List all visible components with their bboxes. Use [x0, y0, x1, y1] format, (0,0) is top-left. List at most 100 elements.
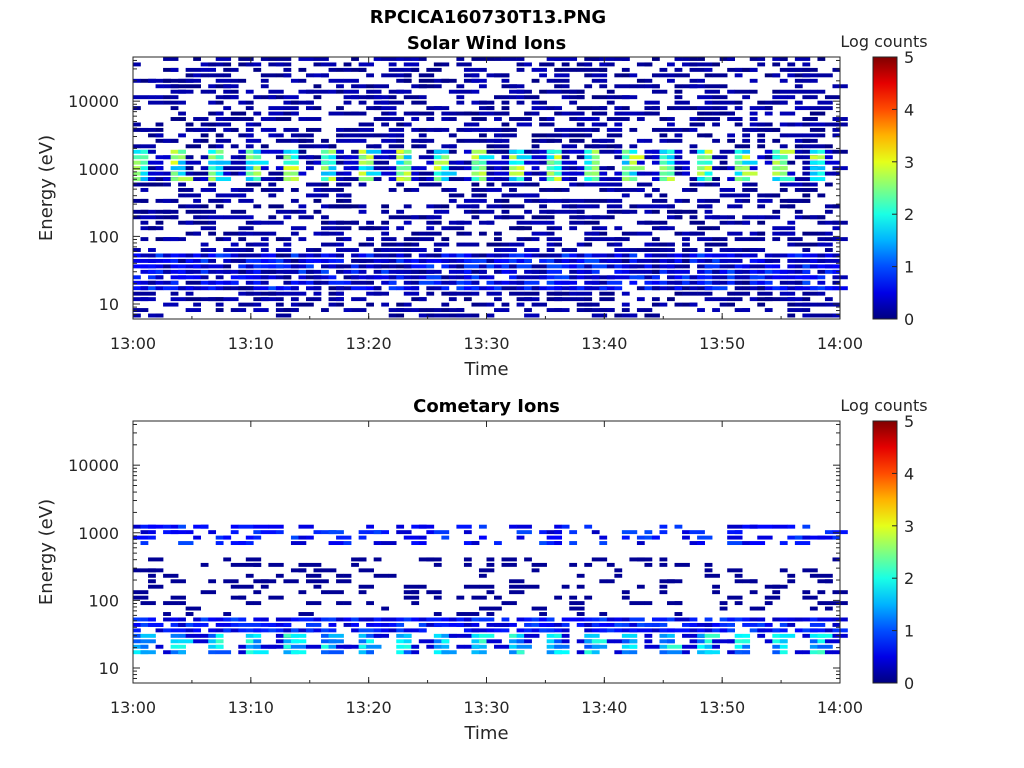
x-tick-label: 13:10 [228, 698, 274, 717]
heatmap-cell [682, 535, 690, 540]
heatmap-cell [336, 258, 344, 263]
heatmap-cell [305, 562, 322, 567]
heatmap-cell [305, 117, 322, 121]
heatmap-cell [516, 530, 532, 535]
heatmap-cell [343, 155, 352, 160]
heatmap-cell [599, 612, 608, 616]
heatmap-cell [343, 133, 359, 138]
heatmap-cell [185, 291, 194, 296]
heatmap-cell [576, 209, 585, 214]
heatmap-cell [418, 297, 427, 302]
heatmap-cell [155, 622, 164, 627]
heatmap-cell [178, 264, 186, 269]
heatmap-cell [418, 253, 427, 258]
heatmap-cell [298, 171, 307, 176]
heatmap-cell [659, 650, 668, 655]
heatmap-cell [433, 622, 450, 627]
heatmap-cell [290, 286, 299, 291]
heatmap-cell [546, 617, 555, 622]
heatmap-cell [313, 57, 329, 61]
heatmap-cell [546, 237, 563, 242]
heatmap-cell [824, 530, 833, 535]
heatmap-cell [712, 166, 720, 171]
heatmap-cell [441, 644, 450, 649]
heatmap-cell [448, 280, 457, 285]
heatmap-cell [275, 264, 284, 269]
heatmap-cell [757, 269, 766, 274]
heatmap-cell [599, 57, 615, 61]
heatmap-cell [524, 557, 532, 562]
heatmap-cell [366, 160, 374, 165]
heatmap-cell [734, 297, 743, 302]
heatmap-cell [546, 226, 555, 231]
heatmap-cell [501, 73, 510, 78]
heatmap-cell [275, 166, 284, 171]
heatmap-cell [674, 166, 683, 171]
heatmap-cell [373, 84, 390, 89]
heatmap-cell [772, 644, 781, 649]
heatmap-cell [275, 253, 284, 258]
heatmap-cell [509, 579, 525, 584]
heatmap-cell [539, 541, 547, 546]
heatmap-cell [441, 188, 450, 192]
heatmap-cell [253, 562, 262, 567]
heatmap-cell [238, 226, 254, 231]
heatmap-cell [757, 215, 766, 220]
heatmap-cell [561, 155, 570, 160]
x-tick-label: 13:10 [228, 334, 274, 353]
heatmap-cell [298, 612, 314, 616]
heatmap-cell [245, 138, 262, 143]
y-tick-label: 1000 [78, 524, 119, 543]
heatmap-cell [779, 280, 788, 285]
heatmap-cell [336, 220, 344, 225]
heatmap-cell [779, 57, 788, 61]
heatmap-cell [614, 144, 623, 149]
heatmap-cell [682, 237, 690, 242]
heatmap-cell [682, 286, 690, 291]
heatmap-cell [787, 160, 796, 165]
heatmap-cell [531, 568, 540, 573]
heatmap-cell [170, 117, 179, 121]
heatmap-cell [298, 237, 307, 242]
heatmap-cell [569, 226, 578, 231]
heatmap-cell [373, 133, 382, 138]
heatmap-cell [463, 617, 472, 622]
heatmap-cell [817, 160, 826, 165]
heatmap-cell [140, 215, 156, 220]
heatmap-cell [516, 166, 525, 171]
heatmap-cell [516, 89, 525, 94]
heatmap-cell [396, 302, 405, 307]
heatmap-cell [742, 160, 758, 165]
heatmap-cell [290, 171, 299, 176]
heatmap-cell [667, 204, 675, 209]
heatmap-cell [388, 258, 397, 263]
heatmap-cell [667, 138, 683, 143]
heatmap-cell [779, 650, 788, 655]
heatmap-cell [411, 617, 420, 622]
heatmap-cell [373, 89, 382, 94]
heatmap-cell [606, 62, 615, 67]
heatmap-cell [824, 639, 841, 644]
heatmap-cell [313, 198, 322, 203]
heatmap-cell [539, 62, 555, 67]
heatmap-cell [794, 617, 803, 622]
heatmap-cell [614, 617, 623, 622]
heatmap-cell [787, 297, 803, 302]
heatmap-cell [215, 253, 224, 258]
heatmap-cell [358, 122, 374, 127]
heatmap-cell [817, 242, 833, 247]
heatmap-cell [621, 73, 630, 78]
y-tick-label: 10000 [68, 456, 119, 475]
heatmap-cell [576, 617, 585, 622]
heatmap-cell [238, 231, 254, 236]
heatmap-cell [290, 111, 299, 116]
heatmap-cell [321, 258, 329, 263]
heatmap-cell [200, 133, 209, 138]
heatmap-cell [185, 73, 194, 78]
heatmap-cell [531, 155, 547, 160]
heatmap-cell [734, 155, 743, 160]
heatmap-cell [478, 253, 487, 258]
heatmap-cell [772, 215, 781, 220]
heatmap-cell [208, 220, 217, 225]
heatmap-cell [336, 242, 344, 247]
